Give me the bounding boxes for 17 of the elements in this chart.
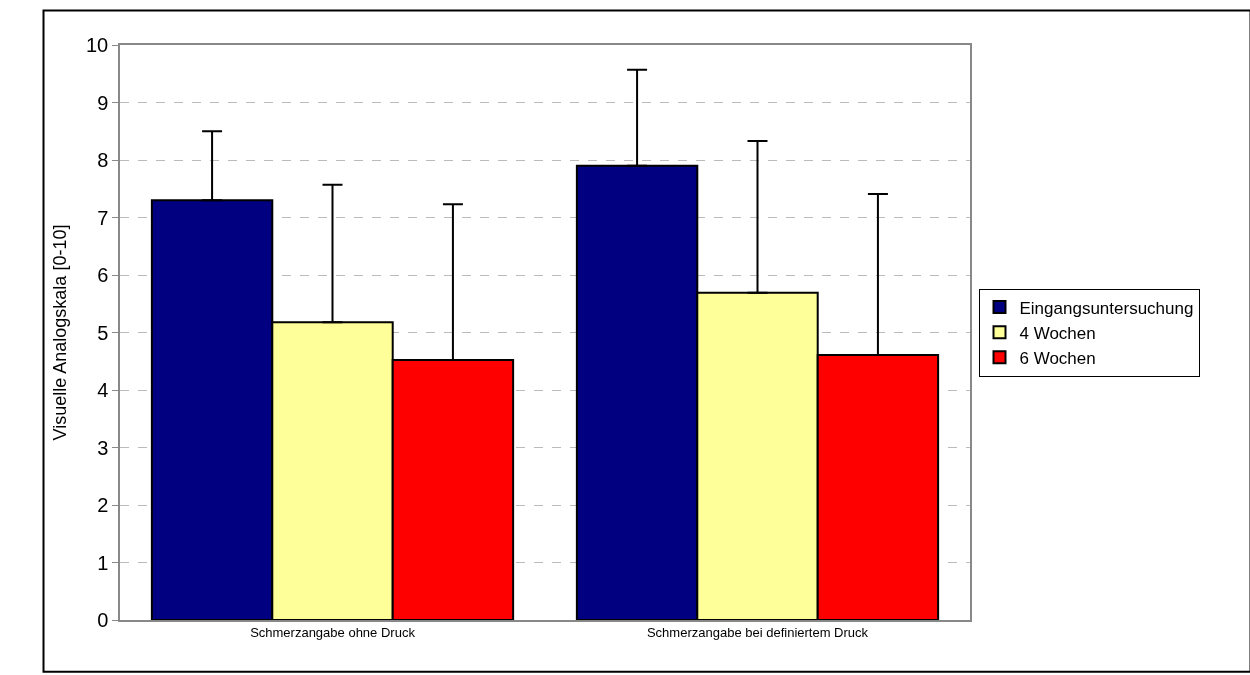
y-tick-label: 3 — [97, 436, 109, 459]
y-tick-label: 10 — [86, 34, 109, 56]
legend-label: 4 Wochen — [1019, 323, 1096, 343]
x-tick-label: Schmerzangabe ohne Druck — [250, 625, 416, 641]
y-tick-label: 8 — [97, 149, 109, 171]
x-tick-label: Schmerzangabe bei definiertem Druck — [646, 625, 869, 641]
legend-label: Eingangsuntersuchung — [1019, 298, 1194, 318]
y-tick-label: 5 — [97, 321, 109, 344]
y-tick-label: 6 — [97, 264, 109, 286]
y-tick-label: 0 — [97, 609, 109, 631]
y-tick-label: 4 — [97, 379, 109, 401]
y-tick-label: 1 — [97, 551, 109, 574]
y-tick-label: 9 — [97, 91, 109, 114]
y-tick-label: 2 — [97, 494, 109, 516]
y-axis-title: Visuelle Analogskala [0-10] — [49, 224, 70, 441]
legend-label: 6 Wochen — [1019, 348, 1096, 368]
y-tick-label: 7 — [97, 206, 109, 229]
